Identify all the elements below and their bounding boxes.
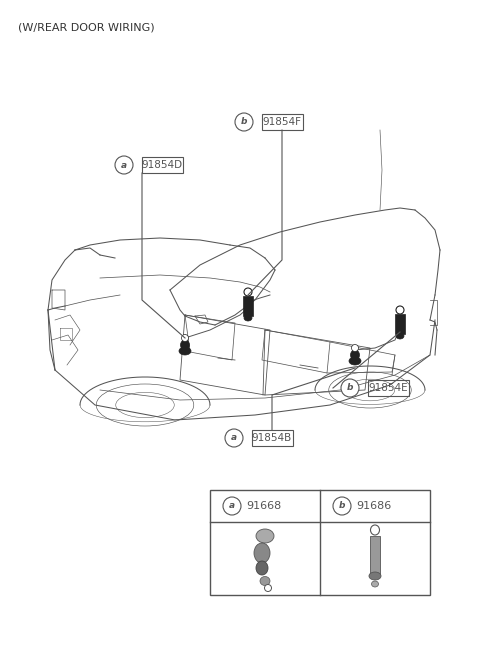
Ellipse shape bbox=[254, 543, 270, 563]
Ellipse shape bbox=[371, 525, 380, 535]
Text: 91686: 91686 bbox=[356, 501, 391, 511]
Text: b: b bbox=[339, 501, 345, 510]
Bar bbox=[368, 380, 408, 396]
Bar bbox=[252, 430, 292, 446]
Text: b: b bbox=[347, 384, 353, 392]
Ellipse shape bbox=[349, 357, 361, 365]
Text: 91854D: 91854D bbox=[142, 160, 182, 170]
Ellipse shape bbox=[369, 572, 381, 580]
Ellipse shape bbox=[180, 340, 190, 350]
Ellipse shape bbox=[351, 344, 359, 352]
Bar bbox=[142, 157, 182, 173]
Text: 91854F: 91854F bbox=[263, 117, 301, 127]
Ellipse shape bbox=[260, 577, 270, 586]
Text: (W/REAR DOOR WIRING): (W/REAR DOOR WIRING) bbox=[18, 22, 155, 32]
Ellipse shape bbox=[372, 581, 379, 587]
Bar bbox=[262, 114, 302, 130]
Circle shape bbox=[225, 429, 243, 447]
Ellipse shape bbox=[256, 561, 268, 575]
Text: b: b bbox=[241, 117, 247, 127]
Bar bbox=[243, 296, 253, 316]
Text: 91854E: 91854E bbox=[368, 383, 408, 393]
Circle shape bbox=[235, 113, 253, 131]
Ellipse shape bbox=[179, 347, 191, 355]
Ellipse shape bbox=[396, 306, 404, 314]
Bar bbox=[395, 314, 405, 334]
Circle shape bbox=[115, 156, 133, 174]
Bar bbox=[210, 490, 430, 595]
Bar bbox=[370, 536, 380, 574]
Text: a: a bbox=[121, 161, 127, 169]
Circle shape bbox=[223, 497, 241, 515]
Ellipse shape bbox=[396, 333, 404, 339]
Circle shape bbox=[333, 497, 351, 515]
Ellipse shape bbox=[264, 584, 272, 592]
Ellipse shape bbox=[181, 335, 189, 342]
Text: 91668: 91668 bbox=[246, 501, 281, 511]
Ellipse shape bbox=[244, 315, 252, 321]
Ellipse shape bbox=[256, 529, 274, 543]
Ellipse shape bbox=[244, 288, 252, 296]
Circle shape bbox=[341, 379, 359, 397]
Text: a: a bbox=[231, 434, 237, 443]
Text: a: a bbox=[229, 501, 235, 510]
Ellipse shape bbox=[350, 350, 360, 360]
Text: 91854B: 91854B bbox=[252, 433, 292, 443]
